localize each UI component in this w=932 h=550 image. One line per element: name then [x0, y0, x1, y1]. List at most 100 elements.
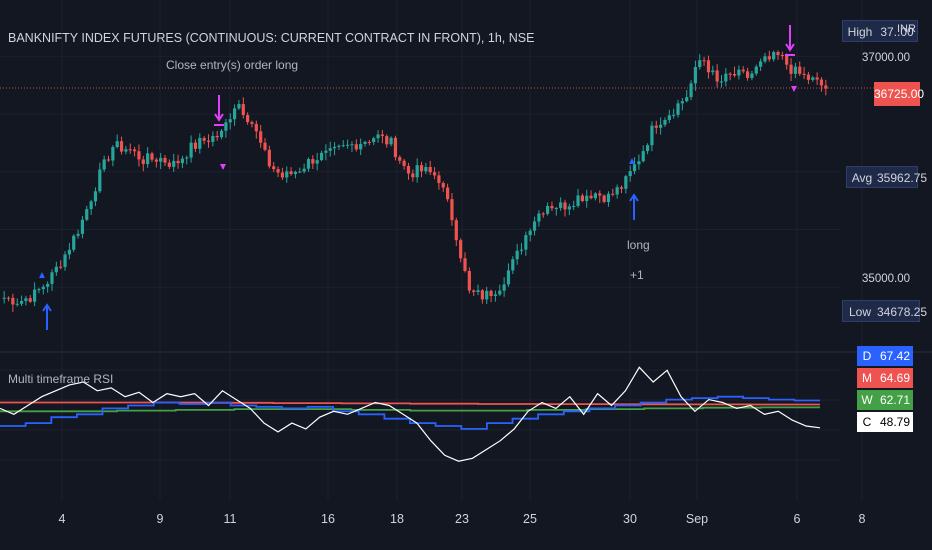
candle-body-5 — [24, 298, 28, 301]
candle-body-73 — [319, 152, 324, 161]
candle-body-166 — [724, 73, 728, 82]
candle-body-171 — [745, 71, 750, 78]
candle-body-139 — [606, 193, 611, 202]
low-value: 34678.25 — [877, 305, 928, 319]
candle-body-3 — [15, 303, 19, 305]
candle-body-113 — [493, 294, 498, 296]
trade-signals — [39, 25, 797, 330]
rsi-line-W — [0, 406, 820, 413]
x-tick-label: 18 — [390, 512, 404, 526]
candle-body-16 — [72, 235, 76, 250]
candle-body-169 — [737, 69, 741, 76]
rsi-line-C — [0, 366, 821, 462]
candle-body-107 — [467, 270, 471, 291]
rsi-line-D — [0, 395, 820, 430]
candle-body-59 — [259, 131, 263, 143]
candle-body-156 — [680, 101, 684, 104]
rsi-value-M: 64.69 — [877, 368, 913, 388]
candle-body-100 — [437, 175, 441, 184]
candle-body-138 — [602, 195, 606, 202]
close-arrow-head-1 — [214, 113, 224, 122]
x-tick-label: 25 — [523, 512, 537, 526]
rsi-value-D: 67.42 — [877, 346, 913, 366]
candle-body-7 — [33, 289, 37, 302]
candle-body-177 — [772, 52, 776, 60]
price-tick-37000: 37000.00 — [862, 52, 910, 64]
candle-body-123 — [537, 213, 541, 222]
candle-body-20 — [89, 201, 93, 210]
candle-body-101 — [441, 183, 445, 188]
x-tick-label: 8 — [858, 512, 866, 526]
candle-body-32 — [141, 159, 145, 165]
candle-body-93 — [406, 165, 411, 174]
candle-body-174 — [759, 61, 763, 67]
candle-body-172 — [750, 73, 754, 78]
candle-body-72 — [315, 160, 319, 164]
candle-body-158 — [689, 83, 693, 98]
rsi-row-D: D 67.42 — [857, 346, 913, 366]
candle-body-56 — [246, 115, 250, 123]
candle-body-61 — [267, 149, 271, 167]
symbol-title: BANKNIFTY INDEX FUTURES (CONTINUOUS: CUR… — [8, 31, 535, 45]
currency-label[interactable]: INR — [897, 23, 916, 35]
candle-body-13 — [59, 266, 63, 268]
price-tick-35000: 35000.00 — [862, 273, 910, 285]
candle-body-140 — [611, 193, 615, 195]
candle-body-106 — [463, 258, 467, 271]
close-entry-annotation: Close entry(s) order long — [166, 58, 299, 72]
candle-body-66 — [289, 171, 293, 175]
candle-body-8 — [37, 289, 41, 291]
candle-body-114 — [498, 290, 502, 295]
candle-body-162 — [706, 60, 711, 73]
candle-body-94 — [411, 173, 415, 178]
candle-body-150 — [654, 125, 658, 128]
rsi-key-C: C — [857, 412, 877, 432]
candle-body-126 — [550, 206, 554, 209]
x-tick-label: 4 — [58, 512, 66, 526]
candle-body-136 — [593, 193, 598, 199]
avg-value: 35962.75 — [877, 171, 928, 185]
candle-body-25 — [111, 147, 115, 161]
candle-body-160 — [698, 60, 702, 68]
candle-body-18 — [80, 219, 85, 234]
rsi-value-C: 48.79 — [877, 412, 913, 432]
candle-body-53 — [232, 108, 237, 120]
current-price-label: 36725.00 — [874, 82, 924, 106]
candle-body-159 — [693, 67, 698, 84]
candle-body-42 — [185, 157, 189, 159]
candle-body-88 — [385, 136, 389, 145]
fill-marker-1 — [220, 164, 226, 170]
candle-body-147 — [641, 151, 645, 162]
candle-body-129 — [563, 202, 567, 210]
candle-body-48 — [211, 135, 215, 142]
candle-body-98 — [428, 166, 432, 173]
long-qty-annotation: +1 — [630, 268, 644, 282]
candle-body-50 — [219, 130, 224, 138]
candle-body-137 — [598, 193, 602, 196]
candle-body-44 — [193, 142, 198, 149]
candle-body-170 — [741, 69, 745, 72]
candle-body-143 — [624, 176, 628, 189]
candle-body-34 — [150, 153, 154, 160]
chart-grid — [0, 0, 863, 500]
avg-price-label: Avg 35962.75 — [846, 166, 928, 188]
high-price-label: High 37..00 — [842, 20, 918, 42]
candle-body-58 — [254, 123, 258, 132]
candle-body-175 — [763, 56, 767, 62]
x-tick-label: 9 — [156, 512, 164, 526]
candle-body-120 — [524, 235, 528, 250]
rsi-row-W: W 62.71 — [857, 390, 913, 410]
candle-body-182 — [793, 66, 797, 74]
candle-body-105 — [459, 240, 463, 259]
candle-body-1 — [6, 297, 11, 299]
candle-body-144 — [628, 171, 632, 177]
candle-body-165 — [719, 81, 724, 83]
candle-body-92 — [402, 160, 406, 166]
candle-body-186 — [811, 77, 815, 80]
low-price-label: Low 34678.25 — [842, 300, 928, 322]
fill-marker-0 — [39, 272, 45, 278]
candle-body-103 — [450, 199, 454, 221]
candle-body-29 — [128, 149, 132, 151]
candle-body-63 — [276, 169, 280, 173]
